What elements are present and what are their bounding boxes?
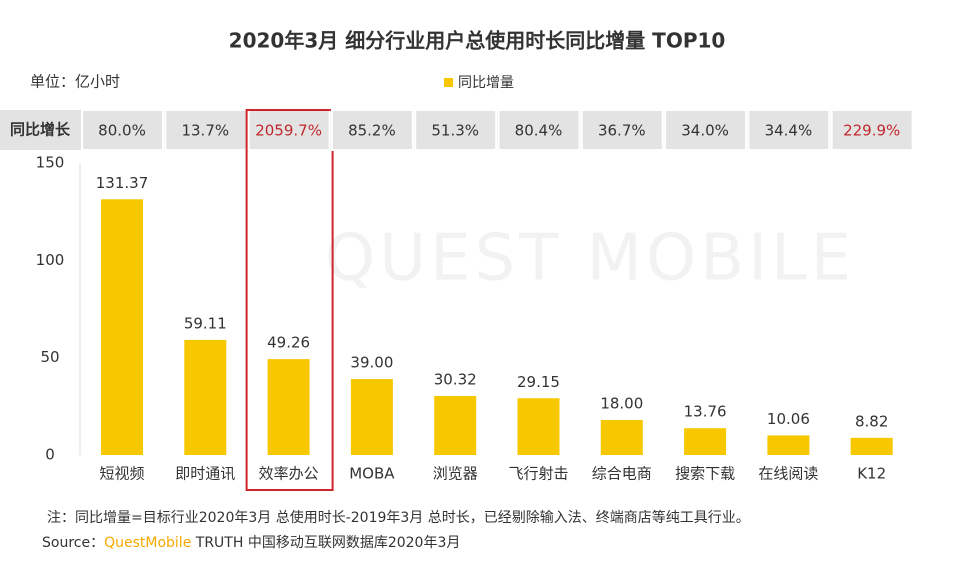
bar <box>600 419 643 455</box>
growth-label: 80.4% <box>515 122 563 140</box>
y-tick-label: 150 <box>36 154 65 172</box>
value-label: 8.82 <box>855 412 888 430</box>
legend-label: 同比增量 <box>458 75 514 91</box>
x-tick-label: 综合电商 <box>592 465 652 483</box>
y-tick-label: 100 <box>36 251 65 269</box>
growth-label: 36.7% <box>598 122 646 140</box>
note: 注：同比增量=目标行业2020年3月 总使用时长-2019年3月 总时长，已经剔… <box>47 509 750 526</box>
growth-cell <box>81 109 164 151</box>
value-label: 10.06 <box>767 410 810 428</box>
value-label: 49.26 <box>267 334 310 352</box>
growth-cell <box>580 109 664 151</box>
value-label: 13.76 <box>684 403 727 421</box>
growth-label: 229.9% <box>843 122 900 140</box>
x-tick-label: 浏览器 <box>433 465 478 483</box>
value-label: 59.11 <box>184 314 227 332</box>
x-tick-label: 在线阅读 <box>758 465 818 483</box>
value-label: 30.32 <box>434 370 477 388</box>
growth-label: 34.0% <box>681 122 729 140</box>
growth-label: 85.2% <box>348 122 396 140</box>
growth-cell <box>330 109 414 151</box>
value-label: 18.00 <box>600 394 643 412</box>
chart-title: 2020年3月 细分行业用户总使用时长同比增量 TOP10 <box>229 29 726 53</box>
source-prefix: Source： <box>42 535 104 551</box>
x-tick-label: 即时通讯 <box>175 465 235 483</box>
source: Source：QuestMobile TRUTH 中国移动互联网数据库2020年… <box>42 535 460 551</box>
value-label: 39.00 <box>350 354 393 372</box>
growth-label: 34.4% <box>765 122 813 140</box>
x-tick-label: 搜索下载 <box>675 465 735 483</box>
growth-label: 2059.7% <box>255 122 322 140</box>
growth-label: 13.7% <box>181 122 229 140</box>
bar <box>267 359 310 455</box>
growth-cell <box>497 109 581 151</box>
value-label: 29.15 <box>517 373 560 391</box>
growth-label: 80.0% <box>98 122 146 140</box>
source-brand: QuestMobile <box>104 535 191 551</box>
bar <box>767 435 810 455</box>
unit: 单位：亿小时 <box>30 73 120 91</box>
growth-cell <box>830 109 914 151</box>
bar <box>684 428 727 455</box>
bar <box>350 379 393 455</box>
growth-cell <box>414 109 498 151</box>
y-tick-label: 0 <box>45 446 55 464</box>
x-tick-label: MOBA <box>349 465 395 483</box>
growth-label: 同比增长 <box>10 121 71 139</box>
bar <box>434 395 477 455</box>
x-tick-label: K12 <box>857 465 886 483</box>
watermark: QUEST MOBILE <box>325 222 855 296</box>
bar <box>517 398 560 455</box>
legend-swatch <box>444 78 453 87</box>
growth-cell <box>164 109 248 151</box>
bar <box>850 437 893 455</box>
bar <box>101 199 143 455</box>
growth-cell <box>664 109 748 151</box>
bar <box>184 339 227 455</box>
x-tick-label: 短视频 <box>99 465 144 483</box>
highlight-box <box>245 109 334 491</box>
growth-cell <box>747 109 831 151</box>
y-tick-label: 50 <box>40 348 59 366</box>
x-tick-label: 飞行射击 <box>508 465 568 483</box>
growth-label: 51.3% <box>431 122 479 140</box>
value-label: 131.37 <box>96 174 149 192</box>
source-rest: TRUTH 中国移动互联网数据库2020年3月 <box>191 535 460 551</box>
x-tick-label: 效率办公 <box>259 465 319 483</box>
